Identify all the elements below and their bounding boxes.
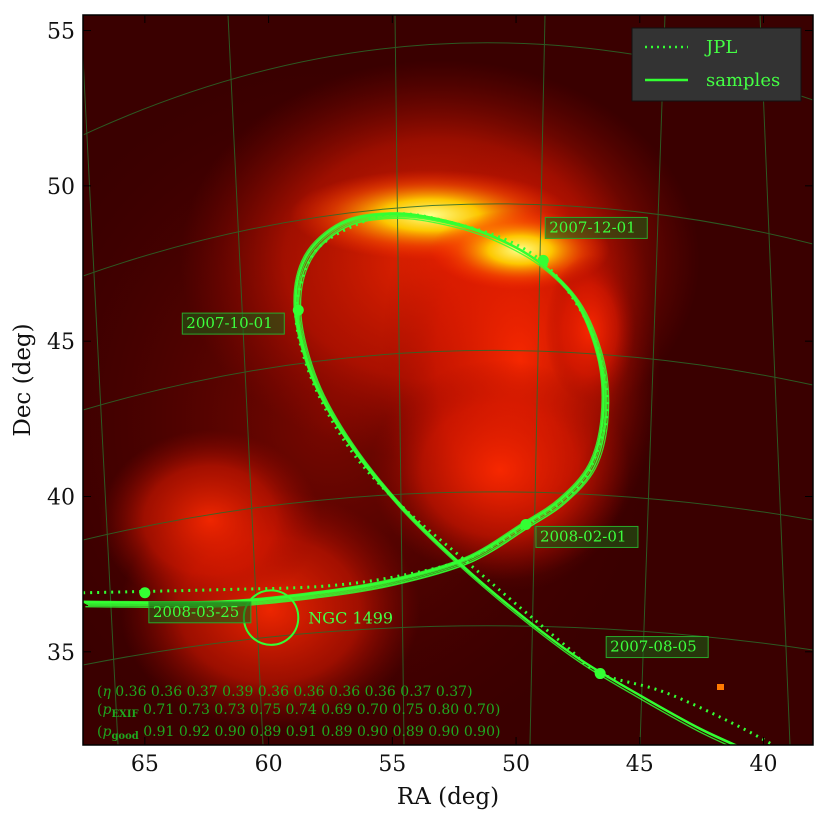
dec-grid-line	[83, 203, 813, 277]
date-label: 2007-10-01	[186, 314, 272, 332]
legend-label-samples: samples	[706, 70, 780, 91]
x-tick-label: 50	[502, 752, 530, 777]
x-tick-label: 45	[626, 752, 654, 777]
date-marker-dot	[537, 254, 549, 266]
stat-row-pgood: (pgood 0.91 0.92 0.90 0.89 0.91 0.89 0.9…	[97, 724, 500, 742]
legend-label-jpl: JPL	[704, 37, 737, 58]
ra-grid-line	[83, 57, 119, 745]
x-tick-label: 60	[255, 752, 283, 777]
stat-symbol: p	[102, 702, 111, 718]
y-tick-label: 45	[47, 330, 75, 355]
date-label: 2007-08-05	[610, 638, 696, 656]
legend: JPL samples	[631, 27, 802, 102]
ra-grid-line	[227, 15, 264, 745]
y-tick-label: 55	[47, 20, 75, 45]
stats-block: (η 0.36 0.36 0.37 0.39 0.36 0.36 0.36 0.…	[97, 684, 500, 742]
dec-grid-line	[83, 491, 813, 541]
sky-image	[83, 15, 813, 745]
stat-values: 0.71 0.73 0.73 0.75 0.74 0.69 0.70 0.75 …	[139, 702, 495, 718]
stat-symbol: η	[102, 684, 111, 700]
date-label-box	[148, 601, 252, 624]
y-axis-label: Dec (deg)	[10, 323, 36, 436]
date-label: 2008-02-01	[540, 527, 626, 545]
dec-grid-line	[83, 349, 813, 411]
y-tick-label: 40	[47, 485, 75, 510]
stat-symbol: p	[102, 724, 111, 740]
date-label-box	[181, 312, 285, 335]
date-label: 2008-03-25	[153, 603, 239, 621]
date-marker-dot	[139, 587, 151, 599]
stat-values: 0.36 0.36 0.37 0.39 0.36 0.36 0.36 0.36 …	[111, 684, 467, 700]
legend-box	[631, 27, 802, 102]
y-tick-label: 35	[47, 641, 75, 666]
x-axis-label: RA (deg)	[397, 784, 499, 810]
samples-line	[85, 217, 729, 745]
ra-grid-line	[639, 15, 666, 745]
stat-subscript: good	[111, 731, 138, 742]
date-label-box	[544, 216, 648, 239]
samples-line	[83, 212, 738, 745]
x-tick-label: 55	[378, 752, 406, 777]
y-tick-label: 50	[47, 175, 75, 200]
date-marker-dot	[292, 304, 304, 316]
ra-grid-line	[759, 15, 791, 745]
stat-values: 0.91 0.92 0.90 0.89 0.91 0.89 0.90 0.89 …	[139, 724, 495, 740]
date-label-box	[605, 636, 709, 659]
stat-row-pexif: (pEXIF 0.71 0.73 0.73 0.75 0.74 0.69 0.7…	[97, 702, 500, 720]
ra-grid-line	[394, 15, 405, 745]
jpl-line	[83, 212, 777, 745]
x-tick-label: 40	[750, 752, 778, 777]
date-label: 2007-12-01	[549, 218, 635, 236]
date-marker-dot	[594, 668, 606, 680]
date-label-box	[535, 525, 639, 548]
stat-subscript: EXIF	[111, 709, 138, 720]
sky-grid	[83, 15, 813, 745]
ngc-1499-label: NGC 1499	[308, 609, 393, 628]
date-marker-dot	[520, 518, 532, 530]
stat-row-eta: (η 0.36 0.36 0.37 0.39 0.36 0.36 0.36 0.…	[97, 684, 473, 700]
plot-frame	[82, 14, 814, 746]
x-tick-label: 65	[131, 752, 159, 777]
